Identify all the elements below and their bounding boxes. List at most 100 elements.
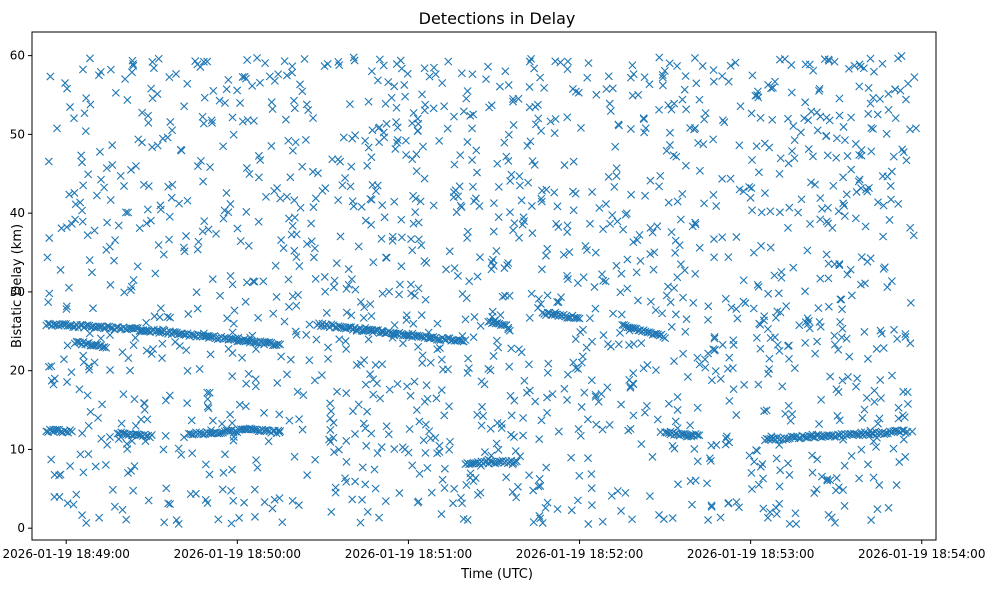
- clutter-point: [688, 222, 697, 231]
- clutter-point: [408, 461, 417, 470]
- clutter-point: [780, 55, 789, 64]
- clutter-point: [361, 136, 370, 145]
- clutter-point: [293, 387, 302, 396]
- track-point: [432, 335, 441, 344]
- track-point: [343, 323, 352, 332]
- clutter-point: [433, 319, 442, 328]
- clutter-point: [366, 300, 375, 309]
- clutter-point: [159, 445, 168, 454]
- clutter-point: [604, 172, 613, 181]
- clutter-point: [553, 202, 562, 211]
- clutter-point: [62, 302, 71, 311]
- clutter-point: [97, 175, 105, 184]
- clutter-point: [540, 83, 549, 92]
- clutter-point: [520, 217, 529, 226]
- clutter-point: [413, 498, 422, 507]
- clutter-point: [763, 513, 772, 522]
- clutter-point: [531, 120, 540, 129]
- clutter-point: [803, 314, 812, 323]
- clutter-point: [130, 462, 139, 471]
- clutter-point: [732, 305, 741, 314]
- clutter-point: [857, 151, 866, 160]
- clutter-point: [752, 333, 761, 342]
- track-point: [680, 429, 689, 438]
- clutter-point: [284, 136, 293, 145]
- clutter-point: [537, 194, 546, 203]
- clutter-point: [815, 86, 823, 95]
- clutter-point: [218, 485, 227, 494]
- clutter-point: [569, 206, 578, 215]
- clutter-point: [608, 211, 617, 220]
- clutter-point: [641, 124, 650, 133]
- clutter-point: [336, 157, 345, 166]
- clutter-point: [602, 85, 611, 94]
- clutter-point: [129, 275, 138, 284]
- clutter-point: [546, 117, 555, 126]
- clutter-point: [288, 292, 297, 301]
- clutter-point: [682, 315, 691, 324]
- clutter-point: [847, 451, 856, 460]
- clutter-point: [47, 362, 56, 371]
- x-axis-label: Time (UTC): [460, 567, 533, 582]
- track-point: [679, 430, 688, 439]
- clutter-point: [775, 208, 784, 217]
- clutter-point: [886, 181, 895, 190]
- track-point: [144, 327, 153, 335]
- track-point: [147, 430, 156, 439]
- clutter-point: [347, 275, 356, 284]
- clutter-point: [103, 218, 112, 227]
- clutter-point: [897, 52, 906, 60]
- clutter-point: [613, 486, 622, 495]
- clutter-point: [899, 435, 908, 444]
- clutter-point: [463, 138, 472, 147]
- clutter-point: [395, 280, 404, 289]
- clutter-point: [177, 146, 186, 155]
- clutter-point: [826, 372, 835, 381]
- clutter-point: [680, 266, 689, 275]
- clutter-point: [373, 449, 382, 458]
- clutter-point: [876, 375, 885, 384]
- clutter-point: [203, 402, 212, 411]
- clutter-point: [356, 297, 365, 306]
- clutter-point: [228, 280, 237, 289]
- clutter-point: [92, 191, 101, 200]
- clutter-point: [318, 186, 327, 195]
- clutter-point: [739, 297, 748, 306]
- clutter-point: [108, 161, 117, 170]
- clutter-point: [906, 223, 915, 232]
- clutter-point: [628, 515, 637, 524]
- clutter-point: [754, 380, 763, 389]
- clutter-point: [283, 370, 292, 379]
- clutter-point: [62, 223, 71, 232]
- clutter-point: [716, 513, 725, 522]
- clutter-point: [709, 190, 718, 199]
- clutter-point: [249, 277, 258, 286]
- clutter-point: [55, 471, 64, 480]
- clutter-point: [390, 321, 399, 330]
- clutter-point: [421, 448, 430, 457]
- clutter-point: [446, 437, 454, 446]
- clutter-point: [193, 60, 202, 69]
- clutter-point: [106, 65, 115, 74]
- clutter-point: [537, 416, 546, 425]
- clutter-point: [670, 99, 679, 108]
- clutter-point: [180, 102, 189, 111]
- clutter-point: [463, 368, 472, 377]
- clutter-point: [220, 99, 229, 108]
- clutter-point: [228, 419, 237, 427]
- clutter-point: [183, 196, 192, 205]
- clutter-point: [487, 265, 496, 274]
- clutter-point: [509, 97, 517, 106]
- clutter-point: [117, 419, 126, 428]
- clutter-point: [205, 388, 214, 397]
- clutter-point: [226, 271, 235, 280]
- clutter-point: [212, 229, 221, 238]
- clutter-point: [745, 182, 754, 191]
- clutter-point: [330, 276, 339, 285]
- clutter-point: [425, 72, 434, 81]
- clutter-point: [156, 201, 165, 210]
- clutter-point: [71, 215, 80, 224]
- clutter-point: [891, 114, 900, 123]
- clutter-point: [193, 245, 202, 254]
- clutter-point: [50, 374, 59, 383]
